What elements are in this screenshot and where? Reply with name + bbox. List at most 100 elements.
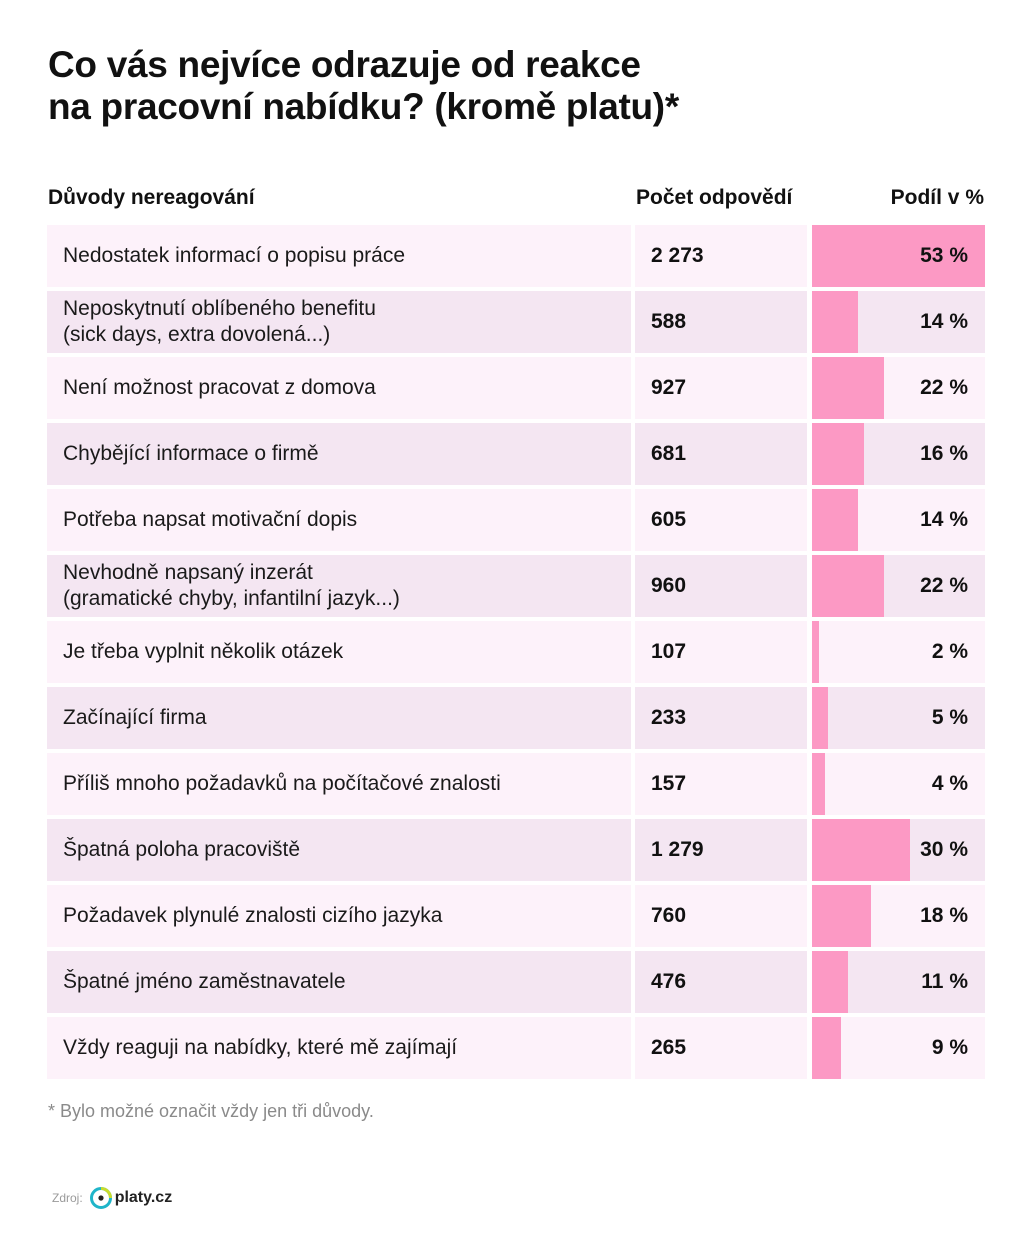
reason-label: Požadavek plynulé znalosti cizího jazyka	[63, 903, 623, 929]
reason-label-line: Vždy reaguji na nabídky, které mě zajíma…	[63, 1036, 458, 1059]
reason-label-line: (sick days, extra dovolená...)	[63, 323, 331, 346]
share-cell: 18 %	[812, 885, 985, 947]
table-row: Příliš mnoho požadavků na počítačové zna…	[47, 753, 985, 815]
source-brand: platy.cz	[114, 1189, 173, 1206]
share-value: 22 %	[920, 376, 968, 399]
count-value: 681	[651, 442, 687, 465]
share-cell: 22 %	[812, 357, 985, 419]
share-cell: 11 %	[812, 951, 985, 1013]
reason-label-line: Špatná poloha pracoviště	[63, 838, 300, 861]
table-row: Nevhodně napsaný inzerát (gramatické chyb…	[47, 555, 985, 617]
reason-cell: Nevhodně napsaný inzerát (gramatické chyb…	[47, 555, 631, 617]
share-value: 18 %	[920, 904, 968, 927]
reason-cell: Příliš mnoho požadavků na počítačové zna…	[47, 753, 631, 815]
reason-label-line: Není možnost pracovat z domova	[63, 376, 376, 399]
table-row: Není možnost pracovat z domova 927 22 %	[47, 357, 985, 419]
data-table: Nedostatek informací o popisu práce 2 273…	[47, 225, 985, 1083]
column-header-reason: Důvody nereagování	[48, 186, 255, 209]
reason-cell: Chybějící informace o firmě	[47, 423, 631, 485]
count-cell: 476	[635, 951, 807, 1013]
share-cell: 53 %	[812, 225, 985, 287]
column-header-share: Podíl v %	[890, 186, 984, 209]
share-cell: 2 %	[812, 621, 985, 683]
chart-title-line-1: Co vás nejvíce odrazuje od reakce	[48, 44, 641, 85]
reason-cell: Je třeba vyplnit několik otázek	[47, 621, 631, 683]
share-value: 14 %	[920, 310, 968, 333]
reason-label: Nedostatek informací o popisu práce	[63, 243, 623, 269]
reason-label-line: Nevhodně napsaný inzerát	[63, 561, 313, 584]
share-cell: 14 %	[812, 489, 985, 551]
table-row: Požadavek plynulé znalosti cizího jazyka…	[47, 885, 985, 947]
reason-cell: Špatné jméno zaměstnavatele	[47, 951, 631, 1013]
source: Zdroj: platy.cz	[52, 1182, 172, 1214]
share-bar	[812, 225, 985, 287]
share-cell: 9 %	[812, 1017, 985, 1079]
count-value: 476	[651, 970, 687, 993]
reason-label-line: Začínající firma	[63, 706, 207, 729]
share-value: 16 %	[920, 442, 968, 465]
count-value: 760	[651, 904, 687, 927]
share-bar	[812, 753, 825, 815]
count-cell: 157	[635, 753, 807, 815]
count-value: 960	[651, 574, 687, 597]
table-row: Neposkytnutí oblíbeného benefitu (sick da…	[47, 291, 985, 353]
column-header-count: Počet odpovědí	[636, 186, 793, 209]
count-value: 233	[651, 706, 687, 729]
count-cell: 760	[635, 885, 807, 947]
share-bar	[812, 951, 848, 1013]
reason-cell: Požadavek plynulé znalosti cizího jazyka	[47, 885, 631, 947]
reason-label-line: Požadavek plynulé znalosti cizího jazyka	[63, 904, 443, 927]
count-cell: 107	[635, 621, 807, 683]
chart-title-line-2: na pracovní nabídku? (kromě platu)*	[48, 86, 679, 127]
count-cell: 927	[635, 357, 807, 419]
share-bar	[812, 621, 819, 683]
share-value: 2 %	[931, 640, 968, 663]
share-bar	[812, 819, 910, 881]
count-cell: 265	[635, 1017, 807, 1079]
table-row: Potřeba napsat motivační dopis 605 14 %	[47, 489, 985, 551]
reason-label: Nevhodně napsaný inzerát (gramatické chyb…	[63, 560, 623, 612]
reason-label: Není možnost pracovat z domova	[63, 375, 623, 401]
reason-cell: Začínající firma	[47, 687, 631, 749]
table-row: Chybějící informace o firmě 681 16 %	[47, 423, 985, 485]
table-row: Vždy reaguji na nabídky, které mě zajíma…	[47, 1017, 985, 1079]
share-value: 9 %	[931, 1036, 968, 1059]
count-value: 265	[651, 1036, 687, 1059]
share-value: 5 %	[931, 706, 968, 729]
reason-cell: Vždy reaguji na nabídky, které mě zajíma…	[47, 1017, 631, 1079]
share-cell: 30 %	[812, 819, 985, 881]
share-value: 11 %	[921, 970, 968, 993]
table-row: Špatná poloha pracoviště 1 279 30 %	[47, 819, 985, 881]
reason-label-line: Neposkytnutí oblíbeného benefitu	[63, 297, 376, 320]
share-value: 4 %	[931, 772, 968, 795]
reason-cell: Špatná poloha pracoviště	[47, 819, 631, 881]
share-bar	[812, 555, 884, 617]
table-row: Začínající firma 233 5 %	[47, 687, 985, 749]
share-bar	[812, 885, 871, 947]
reason-label: Je třeba vyplnit několik otázek	[63, 639, 623, 665]
share-bar	[812, 687, 828, 749]
share-value: 22 %	[920, 574, 968, 597]
share-cell: 14 %	[812, 291, 985, 353]
reason-label: Neposkytnutí oblíbeného benefitu (sick da…	[63, 296, 623, 348]
reason-label: Špatná poloha pracoviště	[63, 837, 623, 863]
reason-label-line: Je třeba vyplnit několik otázek	[63, 640, 344, 663]
count-value: 107	[651, 640, 687, 663]
footnote: * Bylo možné označit vždy jen tři důvody…	[48, 1101, 374, 1121]
share-bar	[812, 1017, 841, 1079]
count-cell: 588	[635, 291, 807, 353]
reason-label-line: Nedostatek informací o popisu práce	[63, 244, 406, 267]
count-value: 605	[651, 508, 687, 531]
count-value: 2 273	[651, 244, 704, 267]
reason-label-line: Potřeba napsat motivační dopis	[63, 508, 358, 531]
table-row: Špatné jméno zaměstnavatele 476 11 %	[47, 951, 985, 1013]
count-cell: 605	[635, 489, 807, 551]
reason-label: Potřeba napsat motivační dopis	[63, 507, 623, 533]
reason-cell: Nedostatek informací o popisu práce	[47, 225, 631, 287]
reason-label: Příliš mnoho požadavků na počítačové zna…	[63, 771, 623, 797]
share-cell: 16 %	[812, 423, 985, 485]
reason-label-line: Příliš mnoho požadavků na počítačové zna…	[63, 772, 501, 795]
count-cell: 960	[635, 555, 807, 617]
share-value: 30 %	[920, 838, 968, 861]
share-bar	[812, 357, 884, 419]
